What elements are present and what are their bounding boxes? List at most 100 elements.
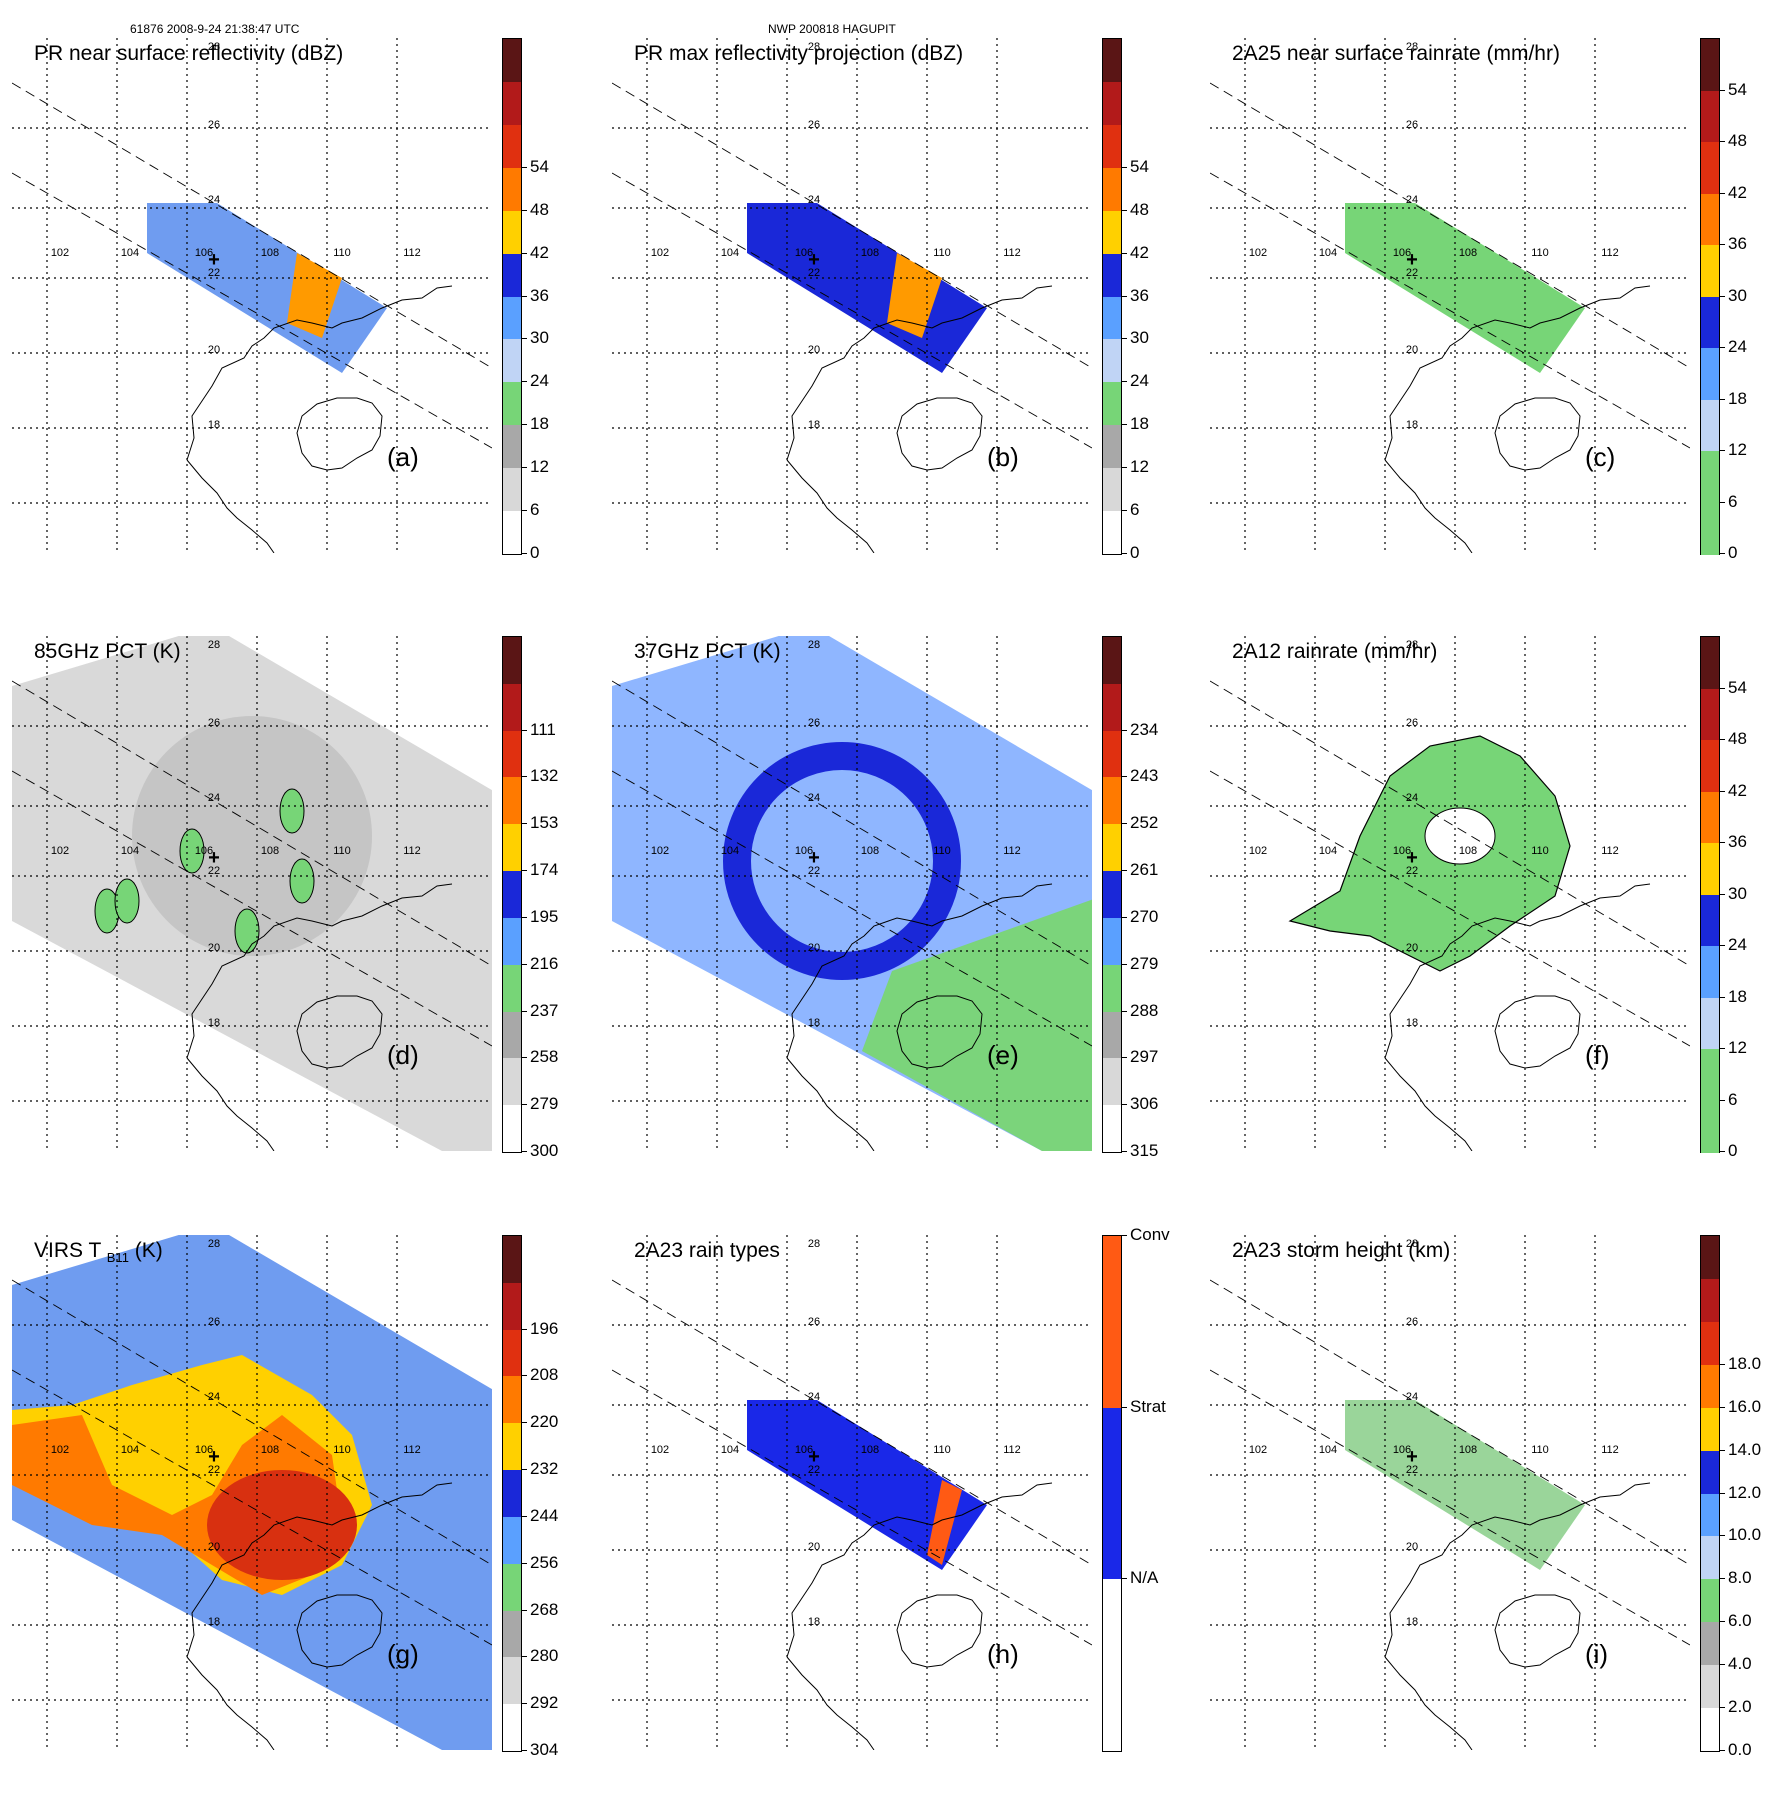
- colorbar-tick-label: Strat: [1130, 1396, 1166, 1416]
- map-g: +102 104 106 108 110 112 28 26 24 22 20 18: [12, 1235, 492, 1750]
- colorbar-tick-mark: [1720, 1578, 1725, 1580]
- colorbar-tick-label: 280: [530, 1646, 559, 1666]
- colorbar-tick-label: 300: [530, 1141, 559, 1160]
- colorbar-tick-label: 24: [1130, 371, 1149, 391]
- colorbar-tick-mark: [522, 1422, 527, 1424]
- colorbar-tick-label: 12: [1130, 457, 1149, 477]
- colorbar-segment: [1701, 142, 1719, 194]
- lon-label: 106: [195, 1444, 213, 1456]
- colorbar-tick-label: 0: [1728, 1141, 1738, 1160]
- colorbar-tick-label: 270: [1130, 906, 1159, 926]
- colorbar: [1700, 38, 1720, 555]
- colorbar-tick-label: 232: [530, 1459, 559, 1479]
- colorbar-segment: [1103, 210, 1121, 255]
- colorbar-segment: [1103, 1011, 1121, 1059]
- colorbar: [502, 636, 522, 1153]
- map-c: +102 104 106 108 110 112 28 26 24 22 20 18: [1210, 38, 1690, 553]
- colorbar-tick-mark: [1720, 295, 1725, 297]
- colorbar-segment: [1103, 382, 1121, 426]
- lat-label: 28: [1406, 1238, 1418, 1250]
- colorbar-tick-mark: [1122, 424, 1127, 426]
- panel-title: 2A23 rain types: [634, 1239, 780, 1262]
- colorbar-tick-label: 6: [1130, 500, 1140, 520]
- lon-label: 102: [1249, 1444, 1267, 1456]
- lon-label: 102: [651, 845, 669, 857]
- colorbar-tick-mark: [1720, 450, 1725, 451]
- colorbar-segment: [1103, 683, 1121, 732]
- colorbar-segment: [1701, 1536, 1719, 1580]
- colorbar-tick-mark: [522, 553, 527, 554]
- lon-label: 110: [933, 845, 951, 857]
- colorbar-segment: [1701, 637, 1719, 689]
- lon-label: 104: [1319, 247, 1337, 259]
- colorbar-tick-mark: [522, 252, 527, 254]
- pr-swath: [747, 1400, 987, 1570]
- lon-label: 110: [1531, 247, 1549, 259]
- colorbar-tick-label: 30: [1728, 883, 1747, 903]
- colorbar-tick-label: 279: [530, 1094, 559, 1114]
- lon-label: 104: [1319, 845, 1337, 857]
- colorbar-segment: [1701, 399, 1719, 452]
- colorbar-tick-mark: [1122, 1104, 1127, 1106]
- lat-label: 28: [208, 1238, 220, 1250]
- high-reflectivity-band: [287, 253, 342, 338]
- panel-e: +102 104 106 108 110 112 28 26 24 22 20 18 37GHz PCT…: [612, 636, 1172, 1196]
- colorbar-segment: [1103, 296, 1121, 340]
- colorbar-segment: [1103, 964, 1121, 1013]
- colorbar-segment: [1103, 339, 1121, 383]
- colorbar-segment: [1103, 81, 1121, 126]
- colorbar-segment: [503, 917, 521, 966]
- colorbar-tick-mark: [1720, 1048, 1725, 1049]
- colorbar-segment: [503, 382, 521, 426]
- colorbar-tick-label: 12.0: [1728, 1482, 1762, 1502]
- colorbar-tick-mark: [1720, 790, 1725, 792]
- colorbar-tick-label: 48: [1130, 199, 1149, 219]
- colorbar-tick-mark: [1122, 510, 1127, 512]
- coastline: [186, 1057, 275, 1151]
- colorbar-segment: [1103, 637, 1121, 685]
- colorbar-tick-label: N/A: [1130, 1568, 1159, 1588]
- lon-label: 102: [51, 845, 69, 857]
- colorbar-tick-label: 36: [1728, 234, 1747, 253]
- colorbar-tick-label: 292: [530, 1693, 559, 1713]
- panel-letter: (e): [987, 1040, 1019, 1070]
- colorbar-tick-mark: [522, 870, 527, 872]
- lon-label: 106: [1393, 247, 1411, 259]
- colorbar-segment: [503, 1236, 521, 1284]
- colorbar-tick-mark: [1122, 467, 1127, 469]
- colorbar-tick-mark: [1122, 1151, 1127, 1152]
- colorbar-tick-label: 54: [1130, 156, 1149, 176]
- colorbar-tick-label: 0.0: [1728, 1740, 1752, 1759]
- colorbar-tick-mark: [1122, 776, 1127, 778]
- panel-letter: (a): [387, 442, 419, 472]
- colorbar-segment: [503, 468, 521, 512]
- colorbar-tick-mark: [1720, 347, 1725, 348]
- coastline: [186, 285, 453, 461]
- panel-letter: (f): [1585, 1040, 1610, 1070]
- lat-label: 20: [1406, 942, 1418, 954]
- colorbar-tick-label: 24: [530, 371, 549, 391]
- swath-edge: [612, 1279, 1092, 1566]
- colorbar-tick-label: 18: [1130, 414, 1149, 434]
- colorbar-tick-label: 288: [1130, 1000, 1159, 1020]
- colorbar-segment: [1103, 468, 1121, 512]
- lat-label: 22: [808, 1464, 820, 1476]
- colorbar-tick-mark: [1122, 381, 1127, 383]
- colorbar-tick-mark: [1720, 398, 1725, 400]
- colorbar-segment: [1103, 1058, 1121, 1106]
- panel-g: +102 104 106 108 110 112 28 26 24 22 20 18 VIRS T B1…: [12, 1235, 572, 1795]
- swath-edge: [612, 770, 1092, 1047]
- colorbar-segment: [503, 1058, 521, 1106]
- colorbar-tick-mark: [522, 823, 527, 825]
- colorbar-segment: [503, 1011, 521, 1059]
- lat-label: 20: [208, 1541, 220, 1553]
- colorbar-segment: [1103, 1236, 1121, 1409]
- lon-label: 104: [721, 1444, 739, 1456]
- map-d: +102 104 106 108 110 112 28 26 24 22 20 18: [12, 636, 492, 1151]
- colorbar-tick-mark: [522, 1104, 527, 1106]
- colorbar-segment: [1701, 451, 1719, 503]
- colorbar-tick-mark: [1720, 996, 1725, 998]
- lon-label: 106: [195, 247, 213, 259]
- lat-label: 24: [208, 1391, 220, 1403]
- colorbar-segment: [503, 425, 521, 469]
